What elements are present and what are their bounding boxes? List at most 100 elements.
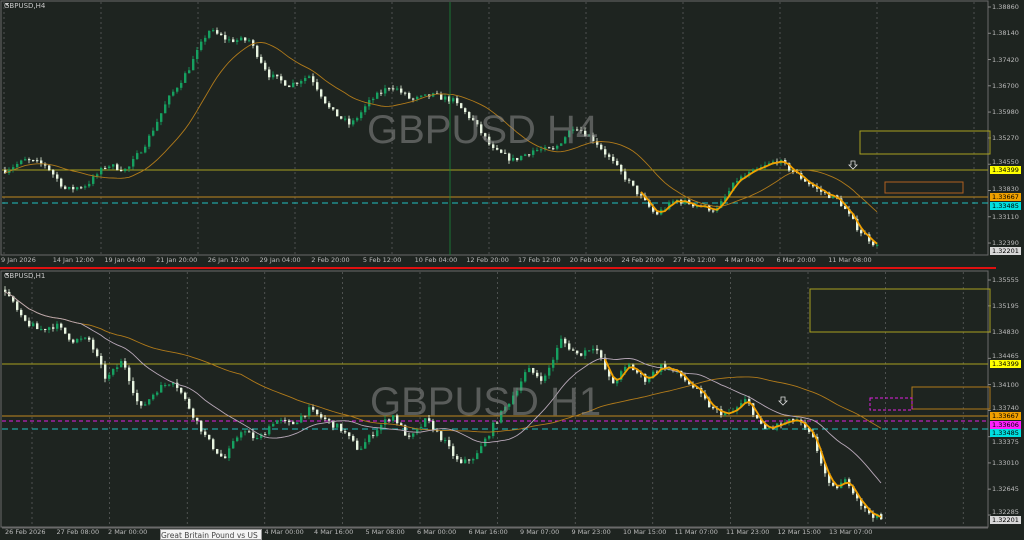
bear-candle <box>488 136 491 145</box>
bear-candle <box>264 434 267 436</box>
bull-candle <box>228 39 231 41</box>
bull-candle <box>144 404 147 406</box>
bear-candle <box>60 178 63 187</box>
bear-candle <box>404 92 407 94</box>
bear-candle <box>844 205 847 210</box>
bear-candle <box>644 374 647 382</box>
bull-candle <box>136 153 139 160</box>
bull-candle <box>88 183 91 187</box>
bear-candle <box>692 384 695 388</box>
bull-candle <box>260 434 263 438</box>
bull-candle <box>544 375 547 381</box>
bear-candle <box>452 446 455 456</box>
bear-candle <box>564 338 567 344</box>
bear-candle <box>500 149 503 153</box>
bull-candle <box>40 328 43 330</box>
bear-candle <box>872 241 875 246</box>
bear-candle <box>324 96 327 104</box>
bull-candle <box>512 395 515 404</box>
price-label: 1.36700 <box>992 81 1019 90</box>
time-label: 5 Feb 12:00 <box>362 256 402 264</box>
time-label: 9 Jan 2026 <box>1 256 36 264</box>
bull-candle <box>768 427 771 429</box>
bull-candle <box>532 150 535 155</box>
time-label: 14 Jan 12:00 <box>52 256 94 264</box>
bear-candle <box>620 164 623 172</box>
bull-candle <box>556 145 559 149</box>
bear-candle <box>504 152 507 154</box>
bear-candle <box>656 371 659 373</box>
bear-candle <box>408 93 411 99</box>
h1-chart-panel[interactable]: GBPUSD,H1 GBPUSD H1 1.34399 1.33667 1.3360… <box>0 270 1024 540</box>
bear-candle <box>348 118 351 125</box>
bull-candle <box>208 30 211 38</box>
bear-candle <box>252 40 255 46</box>
bull-candle <box>396 88 399 90</box>
bear-candle <box>812 184 815 187</box>
time-label: 4 Mar 00:00 <box>264 528 304 536</box>
bear-candle <box>40 160 43 164</box>
bear-candle <box>56 174 59 179</box>
bear-candle <box>536 372 539 377</box>
bull-candle <box>512 157 515 161</box>
bear-candle <box>808 427 811 432</box>
bear-candle <box>104 364 107 379</box>
bear-candle <box>180 387 183 393</box>
bull-candle <box>100 167 103 175</box>
bear-candle <box>140 401 143 406</box>
bear-candle <box>312 407 315 410</box>
bull-candle <box>228 448 231 459</box>
bear-candle <box>608 369 611 377</box>
bull-candle <box>740 403 743 408</box>
h4-chart-canvas[interactable] <box>0 0 1024 268</box>
bear-candle <box>828 192 831 199</box>
bear-candle <box>332 107 335 110</box>
price-label: 1.35555 <box>992 276 1019 284</box>
collapse-triangle-icon <box>5 273 9 276</box>
bull-candle <box>384 419 387 425</box>
bull-candle <box>240 37 243 41</box>
bear-candle <box>852 486 855 494</box>
bull-candle <box>212 30 215 32</box>
bull-candle <box>48 327 51 330</box>
bear-candle <box>624 171 627 180</box>
bull-candle <box>420 95 423 97</box>
bull-candle <box>176 87 179 92</box>
bull-candle <box>308 76 311 79</box>
bear-candle <box>304 415 307 417</box>
h4-chart-panel[interactable]: GBPUSD,H4 GBPUSD H4 1.34399 1.33667 1.3348… <box>0 0 1024 268</box>
h1-chart-canvas[interactable] <box>0 270 1024 540</box>
bull-candle <box>628 364 631 368</box>
bear-candle <box>396 415 399 424</box>
bear-candle <box>448 440 451 447</box>
bull-candle <box>92 176 95 184</box>
bear-candle <box>260 56 263 63</box>
bear-candle <box>484 133 487 137</box>
h1-symbol-label: GBPUSD,H1 <box>4 272 46 280</box>
active-chart-separator <box>0 267 996 269</box>
time-label: 11 Mar 23:00 <box>726 528 770 536</box>
bear-candle <box>216 449 219 454</box>
time-label: 29 Jan 04:00 <box>259 256 301 264</box>
bear-candle <box>636 185 639 195</box>
price-label: 1.33830 <box>992 184 1019 193</box>
bear-candle <box>4 289 7 292</box>
bear-candle <box>508 153 511 161</box>
bull-candle <box>148 135 151 147</box>
bear-candle <box>788 163 791 171</box>
bull-candle <box>192 59 195 71</box>
bull-candle <box>504 406 507 411</box>
bull-candle <box>236 437 239 442</box>
bear-candle <box>16 301 19 310</box>
bear-candle <box>296 82 299 84</box>
bull-candle <box>384 88 387 94</box>
bull-candle <box>280 419 283 421</box>
bull-candle <box>744 175 747 177</box>
bull-candle <box>68 186 71 189</box>
time-label: 27 Feb 12:00 <box>673 256 716 264</box>
bear-candle <box>480 124 483 134</box>
bear-candle <box>596 348 599 351</box>
bear-candle <box>392 88 395 90</box>
bear-candle <box>312 76 315 83</box>
bear-candle <box>864 505 867 509</box>
